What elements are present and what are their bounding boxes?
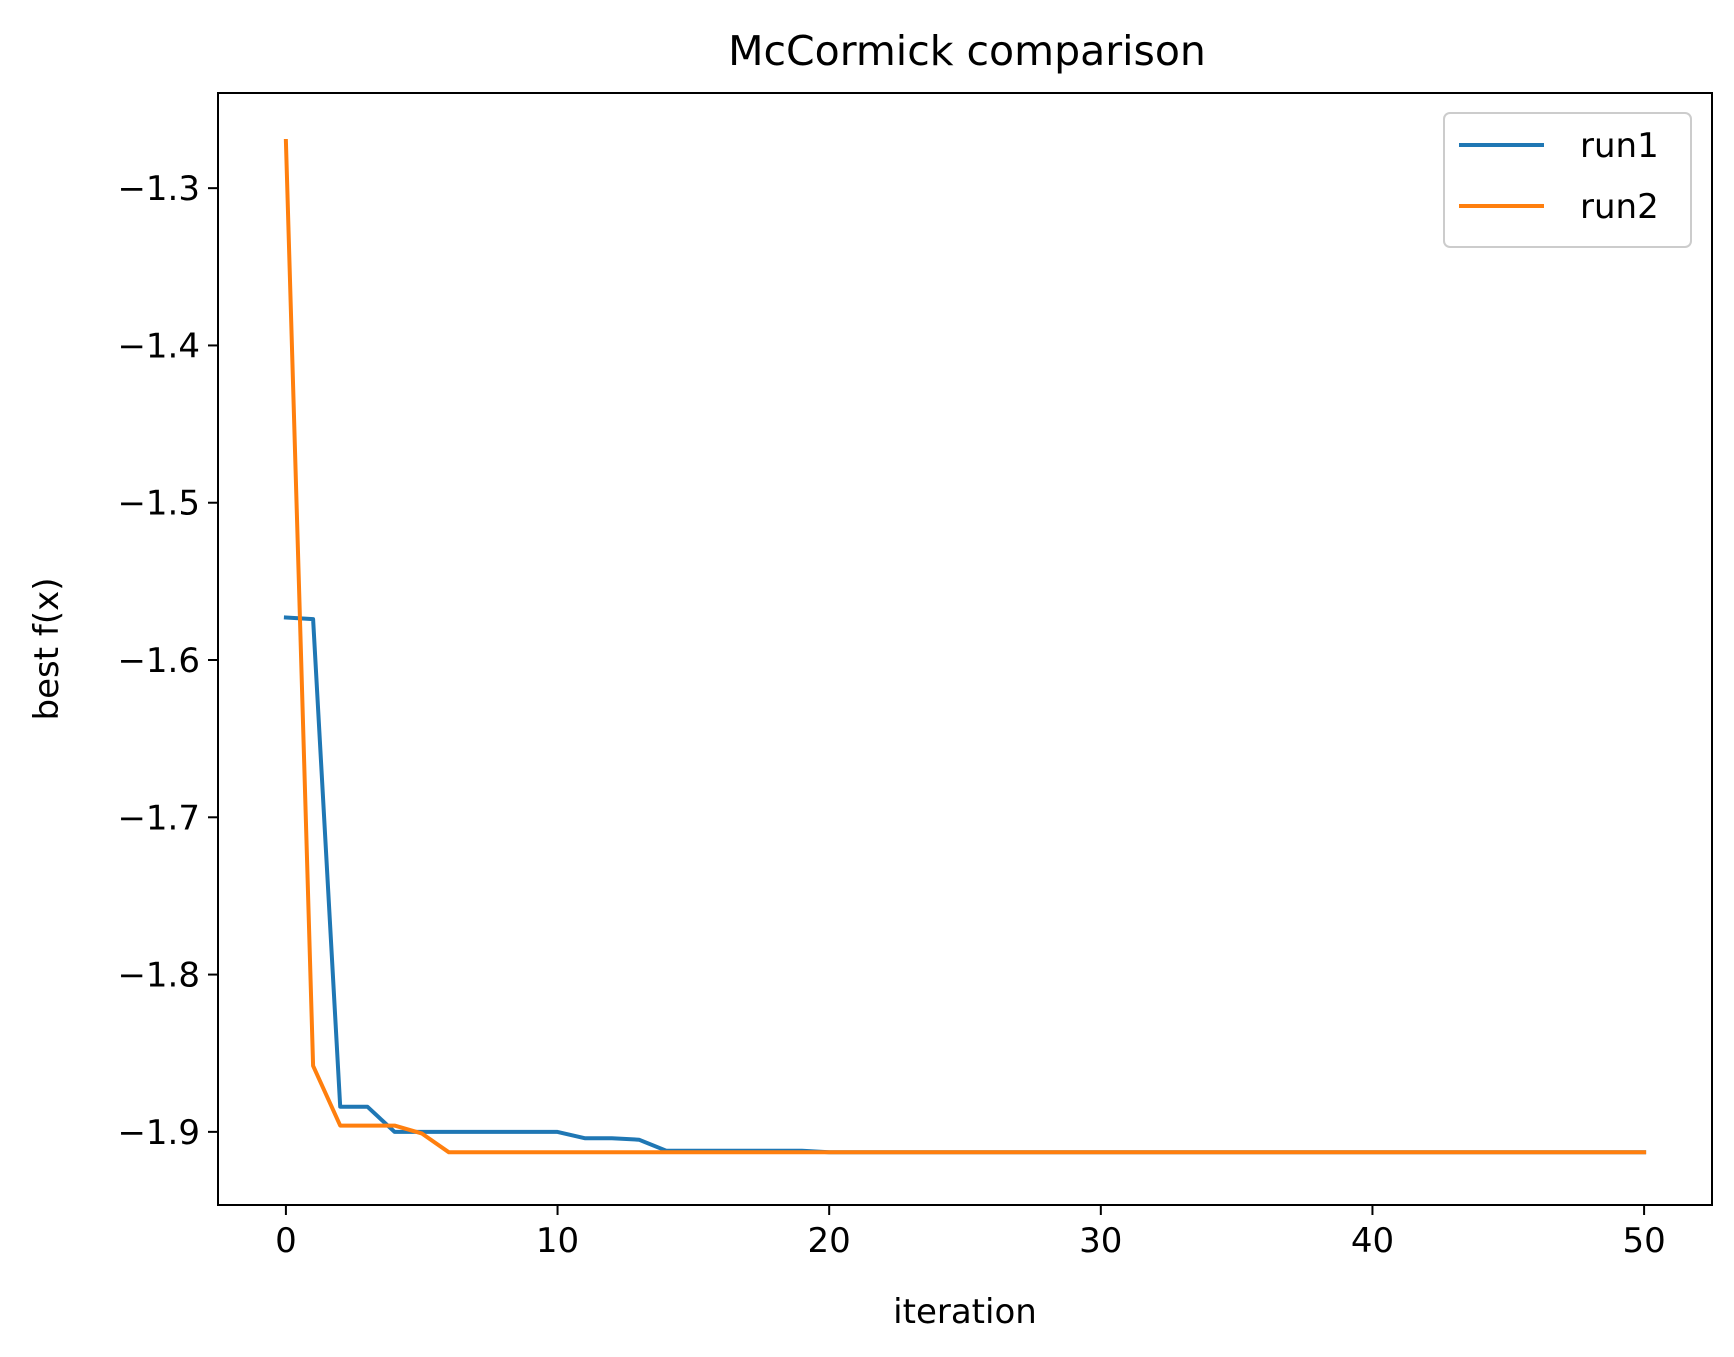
y-axis-label: best f(x) <box>27 578 67 721</box>
y-axis-ticks: −1.9 −1.8 −1.7 −1.6 −1.5 −1.4 −1.3 <box>117 169 218 1153</box>
series-line-run2 <box>283 138 1647 1155</box>
x-tick-label: 30 <box>1079 1221 1122 1261</box>
y-tick-label: −1.4 <box>117 326 200 366</box>
y-tick-label: −1.7 <box>117 798 200 838</box>
x-axis-ticks: 0 10 20 30 40 50 <box>275 1205 1666 1261</box>
legend-label-run1: run1 <box>1580 126 1659 166</box>
series-layer <box>283 138 1647 1155</box>
x-axis-label: iteration <box>893 1292 1037 1332</box>
chart-title: McCormick comparison <box>728 27 1206 75</box>
y-tick-label: −1.5 <box>117 484 200 524</box>
x-tick-label: 10 <box>536 1221 579 1261</box>
y-tick-label: −1.9 <box>117 1113 200 1153</box>
y-tick-label: −1.8 <box>117 956 200 996</box>
x-tick-label: 50 <box>1622 1221 1665 1261</box>
legend-label-run2: run2 <box>1580 187 1659 227</box>
y-tick-label: −1.3 <box>117 169 200 209</box>
x-tick-label: 40 <box>1351 1221 1394 1261</box>
y-tick-label: −1.6 <box>117 641 200 681</box>
x-tick-label: 0 <box>275 1221 297 1261</box>
legend-items: run1 run2 <box>1459 126 1659 227</box>
x-tick-label: 20 <box>808 1221 851 1261</box>
plot-area-frame <box>217 92 1713 1206</box>
legend: run1 run2 <box>1443 112 1692 248</box>
